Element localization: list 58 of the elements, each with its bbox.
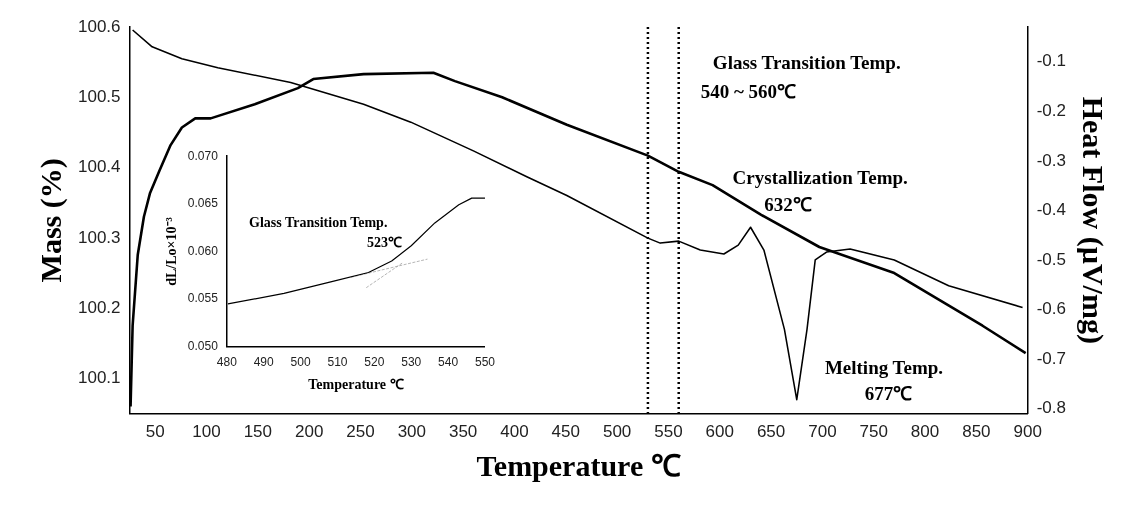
y-tick-label: 100.6 (77, 16, 121, 36)
y2-tick-label: -0.8 (1036, 398, 1066, 418)
annotation: 677℃ (864, 382, 913, 404)
annotation: 540 ~ 560℃ (700, 81, 797, 103)
y-tick-label: 0.055 (187, 291, 219, 306)
annotation: Glass Transition Temp. (712, 52, 901, 74)
y2-tick-label: -0.6 (1036, 299, 1066, 319)
y2-tick-label: -0.4 (1036, 200, 1066, 220)
y2-tick-label: -0.2 (1036, 100, 1066, 120)
y-tick-label: 100.4 (77, 157, 121, 177)
x-tick-label: 200 (294, 422, 324, 442)
y-tick-label: 100.5 (77, 86, 121, 106)
x-tick-label: 550 (654, 422, 683, 442)
annotation: Crystallization Temp. (732, 167, 908, 189)
x-tick-label: 300 (397, 422, 427, 442)
x-tick-label: 450 (551, 422, 580, 442)
x-tick-label: 510 (327, 355, 348, 370)
x-tick-label: 850 (962, 422, 991, 442)
x-tick-label: 900 (1013, 422, 1042, 442)
x-tick-label: 250 (346, 422, 375, 442)
x-tick-label: 150 (243, 422, 273, 442)
x-tick-label: 490 (253, 355, 275, 370)
x-tick-label: 500 (602, 422, 632, 442)
x-tick-label: 700 (808, 422, 837, 442)
x-tick-label: 480 (216, 355, 238, 370)
y2-tick-label: -0.7 (1036, 348, 1066, 368)
x-tick-label: 650 (756, 422, 786, 442)
x-tick-label: 600 (705, 422, 734, 442)
annotation: 632℃ (764, 193, 812, 215)
y-tick-label: 0.060 (187, 243, 219, 258)
y-axis-title: dL/Lo×10⁻³ (164, 217, 180, 286)
x-axis-title: Temperature ℃ (308, 377, 404, 393)
x-tick-label: 540 (438, 355, 459, 370)
annotation: Glass Transition Temp. (249, 214, 388, 230)
x-tick-label: 520 (364, 355, 385, 370)
x-tick-label: 100 (192, 422, 221, 442)
y-tick-label: 100.1 (77, 368, 121, 388)
y-tick-label: 0.050 (187, 339, 219, 354)
x-tick-label: 50 (145, 422, 165, 442)
y-tick-label: 100.2 (77, 297, 121, 317)
y-tick-label: 100.3 (77, 227, 121, 247)
x-tick-label: 500 (290, 355, 311, 370)
y-axis-title: Mass (%) (33, 158, 68, 283)
x-tick-label: 530 (401, 355, 422, 370)
y-tick-label: 0.070 (187, 148, 219, 163)
x-tick-label: 350 (448, 422, 478, 442)
annotation: 523℃ (367, 234, 403, 250)
x-tick-label: 550 (474, 355, 496, 370)
y2-tick-label: -0.3 (1036, 150, 1066, 170)
x-tick-label: 400 (500, 422, 529, 442)
y2-tick-label: -0.1 (1036, 51, 1066, 71)
annotation: Melting Temp. (824, 356, 944, 378)
x-tick-label: 800 (910, 422, 940, 442)
y-tick-label: 0.065 (187, 196, 219, 211)
y2-axis-title: Heat Flow (µV/mg) (1076, 96, 1111, 344)
x-tick-label: 750 (859, 422, 888, 442)
x-axis-title: Temperature ℃ (476, 448, 681, 482)
y2-tick-label: -0.5 (1036, 249, 1066, 269)
